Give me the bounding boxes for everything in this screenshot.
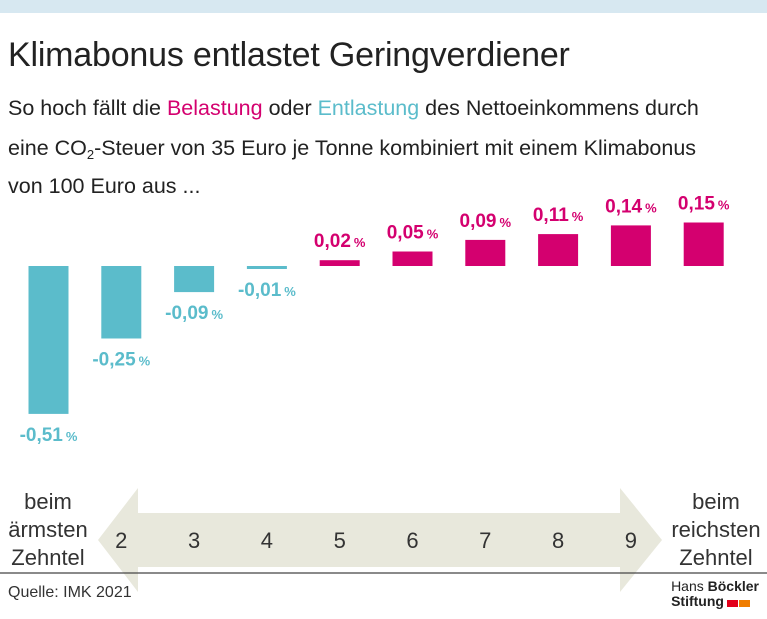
subtitle-text: -Steuer von 35 Euro je Tonne kombiniert … [94, 136, 697, 160]
category-label-5: 5 [334, 528, 346, 553]
bar-2 [101, 266, 142, 339]
percent-sign: % [427, 227, 439, 242]
brand-name-boeckler: Böckler [707, 578, 759, 594]
percent-sign: % [284, 284, 296, 299]
category-label-4: 4 [261, 528, 273, 553]
percent-sign: % [354, 235, 366, 250]
data-label-3: -0,09% [165, 303, 223, 324]
percent-sign: % [645, 200, 657, 215]
subtitle-line-2: eine CO2-Steuer von 35 Euro je Tonne kom… [8, 136, 697, 162]
bar-9 [610, 225, 651, 266]
percent-sign: % [66, 429, 78, 444]
chart-title: Klimabonus entlastet Geringverdiener [8, 36, 570, 74]
brand-name-hans: Hans [671, 578, 708, 594]
category-label-poorest-line-2: ärmsten [8, 517, 87, 542]
bar-7 [465, 239, 506, 266]
percent-sign: % [572, 209, 584, 224]
legend-entlastung: Entlastung [317, 96, 420, 120]
subtitle-line-1: So hoch fällt die Belastung oder Entlast… [8, 96, 699, 121]
brand-mark-icon [726, 595, 750, 610]
data-label-5: 0,02% [314, 231, 366, 252]
bar-5 [319, 260, 360, 266]
category-label-poorest-line-3: Zehntel [11, 545, 84, 570]
category-label-6: 6 [406, 528, 418, 553]
category-axis-arrow [98, 488, 662, 592]
category-label-richest-line-2: reichsten [671, 517, 760, 542]
subtitle-line-3: von 100 Euro aus ... [8, 174, 201, 198]
bar-8 [538, 234, 579, 266]
category-label-richest-line-1: beim [692, 489, 740, 514]
data-label-9: 0,14% [605, 196, 657, 217]
subtitle-text: eine CO [8, 136, 87, 160]
bar-10 [683, 222, 724, 266]
category-label-richest-line-3: Zehntel [679, 545, 752, 570]
subscript-2: 2 [86, 147, 95, 162]
data-label-7: 0,09% [460, 211, 512, 232]
category-label-poorest-line-1: beim [24, 489, 72, 514]
category-label-7: 7 [479, 528, 491, 553]
category-label-8: 8 [552, 528, 564, 553]
brand-name-stiftung: Stiftung [671, 593, 724, 609]
bar-3 [174, 266, 215, 293]
subtitle-text: des Nettoeinkommens durch [419, 96, 699, 120]
percent-sign: % [139, 354, 151, 369]
brand-logo: Hans Böckler Stiftung [671, 579, 759, 610]
data-label-6: 0,05% [387, 223, 439, 244]
legend-belastung: Belastung [166, 96, 263, 120]
data-label-10: 0,15% [678, 194, 730, 215]
data-label-4: -0,01% [238, 280, 296, 301]
category-label-9: 9 [625, 528, 637, 553]
subtitle-text: oder [262, 96, 318, 120]
category-label-3: 3 [188, 528, 200, 553]
bar-6 [392, 251, 433, 266]
data-label-8: 0,11% [533, 205, 584, 226]
bar-4 [246, 266, 287, 269]
percent-sign: % [211, 307, 223, 322]
data-label-1: -0,51% [20, 425, 78, 446]
subtitle-text: So hoch fällt die [8, 96, 167, 120]
top-bar [0, 0, 767, 13]
source-note: Quelle: IMK 2021 [8, 584, 132, 601]
category-label-2: 2 [115, 528, 127, 553]
percent-sign: % [500, 215, 512, 230]
bar-1 [28, 266, 69, 414]
percent-sign: % [718, 198, 730, 213]
data-label-2: -0,25% [92, 350, 150, 371]
